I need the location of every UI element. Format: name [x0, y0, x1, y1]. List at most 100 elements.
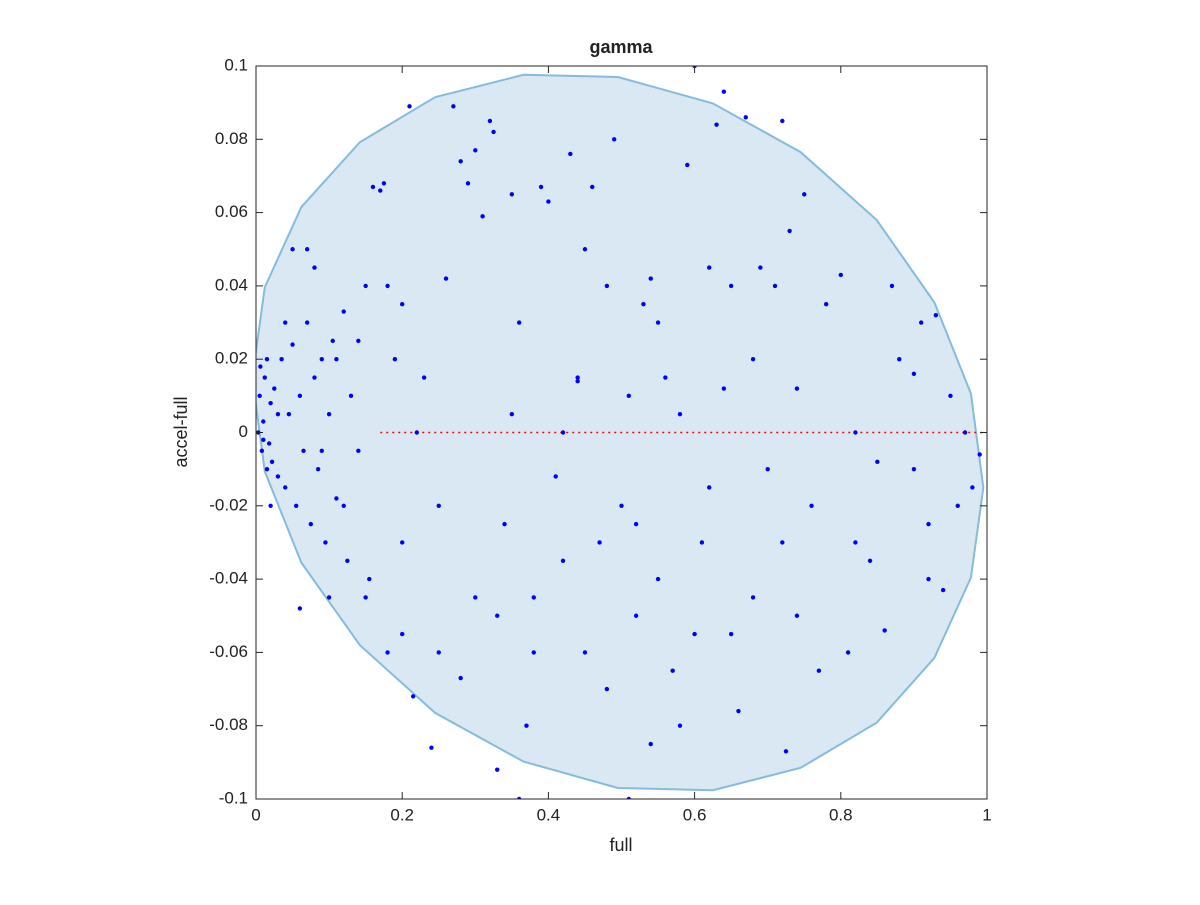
scatter-point: [290, 247, 295, 252]
scatter-point: [758, 265, 763, 270]
scatter-point: [707, 485, 712, 490]
scatter-point: [582, 650, 588, 655]
x-tick-label: 0.6: [683, 805, 707, 824]
scatter-point: [326, 411, 332, 417]
x-axis-label: full: [609, 835, 632, 855]
scatter-point: [400, 540, 405, 545]
scatter-point: [750, 595, 756, 600]
scatter-point: [845, 650, 851, 655]
x-tick-label: 0.8: [829, 805, 853, 824]
scatter-point: [714, 122, 719, 127]
scatter-point: [787, 228, 792, 234]
scatter-point: [326, 595, 332, 600]
scatter-point: [889, 283, 895, 289]
x-tick-label: 0: [251, 805, 260, 824]
scatter-point: [794, 386, 800, 391]
x-tick-label: 0.2: [390, 805, 414, 824]
scatter-point: [330, 338, 335, 344]
scatter-point: [743, 115, 748, 120]
scatter-point: [429, 745, 434, 750]
y-tick-label: 0: [239, 422, 248, 441]
scatter-point: [261, 419, 266, 424]
scatter-point: [261, 437, 266, 443]
scatter-point: [780, 540, 785, 545]
scatter-point: [414, 430, 420, 435]
scatter-point: [933, 313, 939, 318]
scatter-point: [560, 430, 566, 435]
y-tick-label: -0.02: [209, 495, 248, 514]
scatter-point: [473, 148, 478, 153]
scatter-point: [304, 247, 310, 252]
scatter-point: [258, 364, 263, 369]
scatter-point: [838, 272, 843, 278]
scatter-point: [575, 375, 580, 380]
scatter-point: [882, 628, 887, 633]
scatter-point: [301, 448, 306, 454]
scatter-point: [367, 576, 372, 582]
scatter-point: [268, 400, 273, 406]
scatter-point: [692, 631, 697, 637]
scatter-point: [297, 393, 303, 399]
scatter-point: [853, 540, 858, 545]
scatter-point: [272, 386, 277, 391]
y-tick-label: 0.06: [215, 202, 248, 221]
scatter-point: [502, 521, 507, 527]
scatter-point: [611, 137, 617, 142]
scatter-point: [516, 320, 522, 325]
scatter-point: [721, 386, 727, 391]
scatter-point: [275, 411, 281, 417]
plot-area: [256, 66, 987, 799]
scatter-point: [867, 558, 873, 563]
scatter-point: [977, 452, 982, 457]
scatter-point: [392, 357, 398, 362]
scatter-point: [275, 474, 281, 479]
scatter-point: [378, 188, 383, 193]
scatter-point: [363, 283, 368, 289]
scatter-point: [816, 668, 822, 673]
scatter-point: [341, 503, 346, 508]
scatter-point: [509, 192, 515, 197]
scatter-point: [407, 104, 412, 109]
scatter-point: [911, 371, 917, 377]
y-tick-label: 0.02: [215, 349, 248, 368]
scatter-point: [524, 723, 529, 728]
scatter-point: [641, 302, 646, 307]
scatter-point: [677, 723, 683, 728]
scatter-point: [568, 151, 573, 157]
scatter-point: [381, 181, 387, 186]
scatter-point: [286, 411, 292, 417]
scatter-point: [262, 375, 267, 380]
scatter-point: [648, 741, 653, 747]
scatter-point: [323, 540, 328, 545]
scatter-point: [736, 708, 741, 714]
scatter-point: [312, 265, 317, 270]
scatter-point: [334, 357, 339, 362]
scatter-point: [970, 485, 975, 490]
scatter-point: [283, 485, 288, 490]
scatter-point: [765, 466, 770, 472]
scatter-point: [633, 521, 639, 527]
scatter-point: [897, 357, 902, 362]
scatter-point: [780, 118, 785, 124]
y-tick-label: -0.1: [219, 788, 248, 807]
scatter-point: [304, 320, 310, 325]
scatter-point: [823, 302, 829, 307]
chart-title: gamma: [589, 37, 653, 57]
scatter-point: [604, 283, 610, 289]
scatter-point: [345, 558, 350, 563]
scatter-point: [385, 650, 390, 655]
scatter-point: [685, 162, 690, 168]
scatter-point: [400, 302, 405, 307]
scatter-point: [400, 631, 405, 637]
scatter-point: [264, 357, 270, 362]
scatter-point: [279, 357, 284, 362]
scatter-point: [531, 650, 536, 655]
scatter-point: [315, 466, 321, 472]
scatter-point: [341, 309, 346, 314]
y-tick-label: 0.1: [224, 55, 248, 74]
scatter-point: [590, 184, 595, 190]
scatter-point: [655, 576, 661, 582]
scatter-point: [919, 320, 924, 325]
scatter-point: [257, 393, 262, 399]
scatter-point: [582, 247, 588, 252]
